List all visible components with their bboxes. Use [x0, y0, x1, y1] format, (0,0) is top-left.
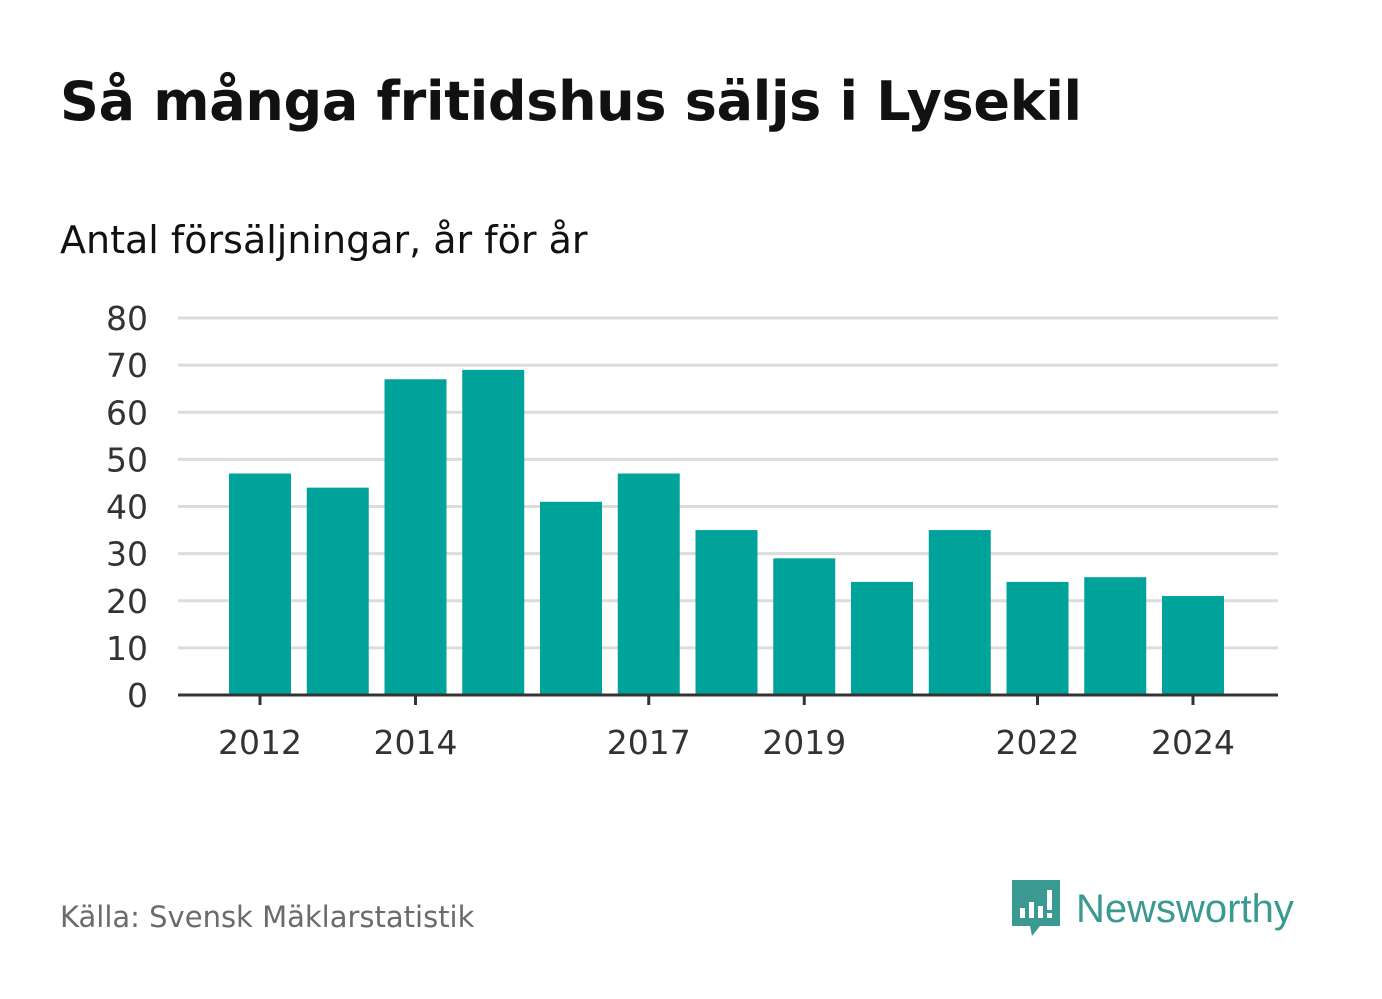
x-tick-label: 2024 — [1151, 723, 1235, 762]
y-tick-label: 50 — [106, 440, 148, 479]
y-tick-label: 10 — [106, 629, 148, 668]
bars — [229, 369, 1224, 695]
brand-name: Newsworthy — [1076, 886, 1294, 931]
bar-2020 — [851, 581, 913, 695]
x-tick-label: 2019 — [762, 723, 846, 762]
y-tick-label: 30 — [106, 535, 148, 574]
y-tick-label: 20 — [106, 582, 148, 621]
bar-2015 — [462, 369, 525, 695]
bar-2018 — [695, 530, 758, 695]
bar-2023 — [1084, 577, 1147, 695]
bar-2022 — [1006, 581, 1069, 695]
bar-2013 — [306, 487, 369, 695]
y-tick-label: 40 — [106, 488, 148, 527]
x-tick-label: 2017 — [607, 723, 691, 762]
bar-2019 — [773, 558, 836, 695]
bar-2012 — [229, 473, 291, 695]
source-note: Källa: Svensk Mäklarstatistik — [60, 900, 475, 934]
bar-2016 — [540, 501, 602, 695]
x-tick-label: 2022 — [996, 723, 1080, 762]
bar-2024 — [1162, 596, 1224, 695]
y-tick-label: 80 — [106, 299, 148, 338]
y-tick-label: 0 — [127, 676, 148, 715]
chart-title: Så många fritidshus säljs i Lysekil — [60, 70, 1082, 133]
y-axis-tick-labels: 0 10 20 30 40 50 60 70 80 — [106, 299, 148, 715]
x-axis-ticks: 2012 2014 2017 2019 2022 2024 — [218, 695, 1235, 762]
newsworthy-bar-chart-bubble-icon — [1012, 880, 1060, 936]
x-tick-label: 2014 — [374, 723, 458, 762]
brand-logo: Newsworthy — [1010, 878, 1294, 940]
bar-2021 — [928, 530, 991, 695]
bar-2014 — [384, 379, 447, 695]
bar-2017 — [617, 473, 680, 695]
chart-subtitle: Antal försäljningar, år för år — [60, 218, 588, 262]
y-tick-label: 70 — [106, 346, 148, 385]
x-tick-label: 2012 — [218, 723, 302, 762]
y-tick-label: 60 — [106, 393, 148, 432]
